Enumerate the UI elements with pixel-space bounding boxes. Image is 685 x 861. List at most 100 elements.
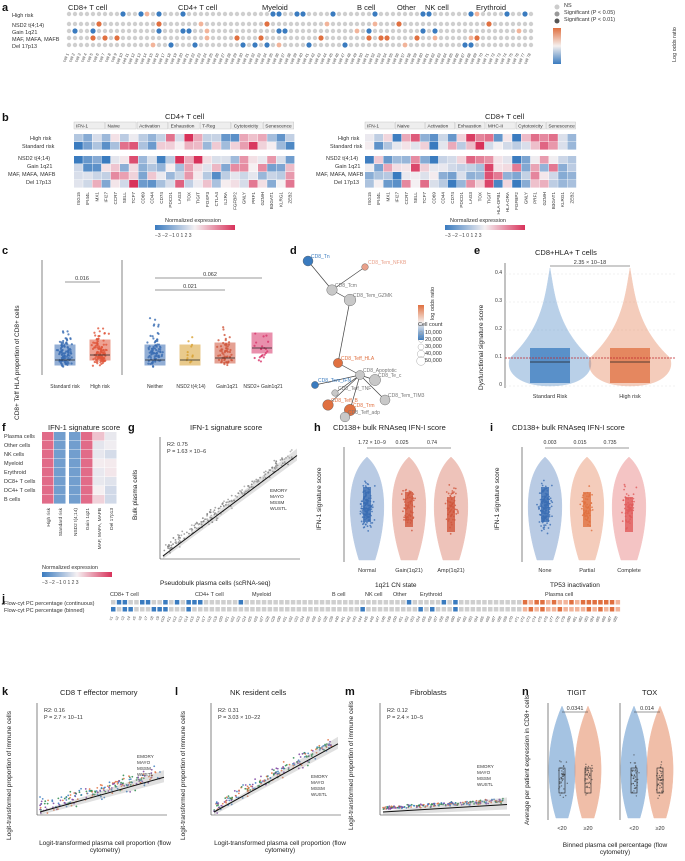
heat-cell [567, 134, 577, 142]
dot [480, 35, 486, 41]
dot [216, 42, 222, 48]
dot [234, 42, 240, 48]
dot [456, 28, 462, 34]
dot [180, 21, 186, 27]
point [57, 808, 59, 810]
column-label: c61 [456, 616, 462, 623]
heat-cell [239, 134, 249, 142]
box [89, 339, 111, 361]
point [295, 761, 298, 763]
group-box [199, 121, 231, 130]
point [206, 512, 209, 515]
point [455, 508, 458, 511]
point [142, 770, 145, 773]
point [588, 786, 591, 789]
heat-cell [69, 477, 81, 486]
group-label: B cell [332, 592, 346, 598]
dot [456, 11, 462, 17]
point [190, 529, 193, 532]
dot [450, 11, 456, 17]
point [633, 754, 635, 756]
point [360, 505, 363, 508]
point [657, 779, 660, 781]
node-label: CD8_Teff_adp [348, 410, 380, 416]
dot [258, 21, 264, 27]
dot [377, 607, 383, 612]
dot [592, 607, 597, 612]
dot [522, 607, 528, 612]
col-label: Del 17p13 [109, 508, 115, 530]
dot [306, 42, 312, 48]
point [101, 784, 103, 787]
point [405, 806, 408, 809]
dot [510, 35, 516, 41]
dot [426, 21, 432, 27]
column-label: c67 [490, 616, 496, 623]
column-label: c59 [444, 616, 450, 623]
dot [198, 42, 204, 48]
column-label: cell 2 [67, 52, 76, 63]
x-tick-label: ≥20 [583, 826, 592, 832]
point [298, 760, 301, 763]
gene-label: LAG3 [177, 192, 182, 204]
dot [540, 607, 545, 612]
dot [198, 600, 203, 605]
row-label: NK cells [4, 452, 25, 458]
dot [488, 600, 493, 605]
heat-cell [429, 180, 439, 188]
r2-label: R2: 0.31 [218, 708, 239, 714]
point [126, 784, 128, 787]
point [297, 762, 299, 765]
dot [270, 21, 276, 27]
point [453, 487, 455, 490]
dot [128, 600, 133, 605]
column-label: c3 [120, 616, 125, 621]
point [85, 796, 88, 799]
point [455, 513, 458, 515]
column-label: cell 8 [103, 52, 112, 63]
heat-cell [81, 477, 93, 486]
column-label: c21 [224, 616, 230, 623]
dot [476, 607, 481, 612]
heat-cell [202, 134, 212, 142]
column-label: c46 [369, 616, 375, 623]
column-label: c54 [415, 616, 421, 623]
point [227, 501, 229, 503]
point [251, 480, 254, 483]
dot [336, 35, 342, 41]
heat-cell [484, 142, 494, 150]
x-tick-label: Amp(1q21) [437, 568, 464, 574]
row-label: Standard risk [22, 144, 55, 150]
heat-cell [558, 134, 567, 142]
dot [314, 607, 319, 612]
point [222, 328, 225, 331]
point [361, 511, 363, 514]
point [430, 805, 432, 808]
heat-cell [42, 486, 54, 495]
heat-cell [138, 172, 148, 180]
column-label: cell 3 [73, 52, 82, 63]
dot [546, 600, 551, 605]
point [633, 790, 635, 792]
point [591, 764, 593, 767]
dot [210, 28, 216, 34]
x-tick-label: Partial [579, 568, 595, 574]
heat-cell [447, 142, 457, 150]
dot [330, 35, 336, 41]
group-label: Exhaustion [171, 124, 195, 130]
gene-label: TIGIT [196, 192, 201, 204]
heat-cell [93, 450, 105, 459]
point [292, 756, 295, 759]
column-label: cell 9 [109, 52, 118, 63]
heat-cell [512, 180, 521, 188]
dot [134, 600, 139, 605]
dot [72, 35, 78, 41]
dot [150, 42, 156, 48]
dot [492, 28, 498, 34]
group-label: Cytotoxicity [234, 124, 259, 130]
point [621, 520, 624, 523]
column-label: c73 [525, 616, 531, 623]
point [300, 764, 303, 767]
edge [307, 260, 333, 291]
group-label: Cytotoxicity [518, 124, 543, 130]
